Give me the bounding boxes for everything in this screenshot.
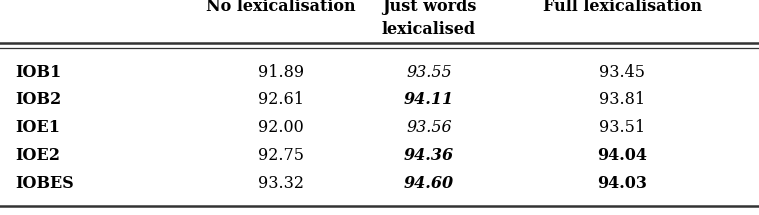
- Text: 94.04: 94.04: [597, 147, 647, 164]
- Text: 93.45: 93.45: [600, 63, 645, 81]
- Text: 92.00: 92.00: [258, 119, 304, 137]
- Text: lexicalised: lexicalised: [382, 22, 476, 38]
- Text: IOB2: IOB2: [15, 91, 61, 109]
- Text: IOB1: IOB1: [15, 63, 61, 81]
- Text: 93.81: 93.81: [600, 91, 645, 109]
- Text: 94.11: 94.11: [404, 91, 454, 109]
- Text: 93.51: 93.51: [600, 119, 645, 137]
- Text: IOE2: IOE2: [15, 147, 60, 164]
- Text: 93.56: 93.56: [406, 119, 452, 137]
- Text: 93.55: 93.55: [406, 63, 452, 81]
- Text: 92.75: 92.75: [258, 147, 304, 164]
- Text: 94.36: 94.36: [404, 147, 454, 164]
- Text: 92.61: 92.61: [258, 91, 304, 109]
- Text: Full lexicalisation: Full lexicalisation: [543, 0, 702, 15]
- Text: 94.03: 94.03: [597, 175, 647, 192]
- Text: 94.60: 94.60: [404, 175, 454, 192]
- Text: IOE1: IOE1: [15, 119, 60, 137]
- Text: 93.32: 93.32: [258, 175, 304, 192]
- Text: 91.89: 91.89: [258, 63, 304, 81]
- Text: Just words: Just words: [382, 0, 476, 15]
- Text: IOBES: IOBES: [15, 175, 74, 192]
- Text: No lexicalisation: No lexicalisation: [206, 0, 356, 15]
